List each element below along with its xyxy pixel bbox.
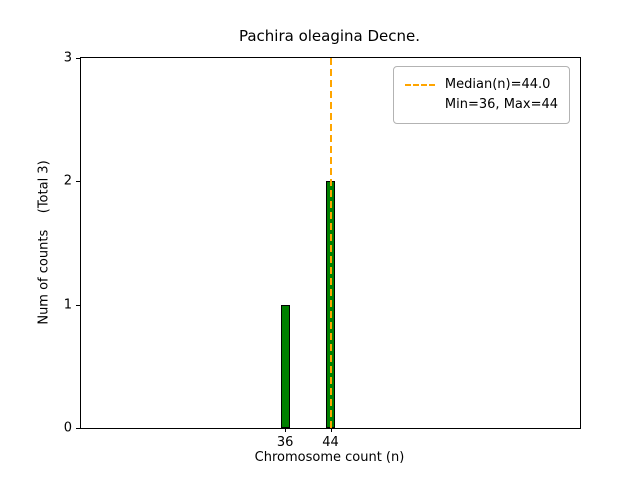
- y-tick-label: 0: [63, 420, 72, 436]
- y-tick-label: 3: [63, 50, 72, 66]
- y-tick-mark: [76, 428, 80, 429]
- x-tick-mark: [330, 428, 332, 432]
- x-axis-label: Chromosome count (n): [254, 450, 405, 465]
- x-tick-mark: [285, 428, 287, 432]
- median-line: [329, 58, 332, 428]
- y-tick-mark: [76, 58, 80, 59]
- y-tick-label: 1: [63, 297, 72, 313]
- x-tick-label: 36: [276, 435, 294, 450]
- legend-row-median: Median(n)=44.0: [404, 75, 558, 95]
- legend-label-minmax: Min=36, Max=44: [444, 97, 558, 112]
- chart-title: Pachira oleagina Decne.: [238, 27, 421, 45]
- y-axis-label: Num of counts (Total 3): [36, 160, 52, 325]
- plot-area: Median(n)=44.0 Min=36, Max=44 0 1 2 3 36 44: [64, 51, 581, 450]
- legend-row-minmax: Min=36, Max=44: [405, 95, 558, 115]
- x-tick-label: 44: [322, 435, 339, 450]
- bar-n36: [280, 304, 290, 428]
- median-line-sample-icon: [404, 84, 435, 86]
- legend-empty-sample: [405, 104, 435, 106]
- y-tick-mark: [76, 304, 80, 306]
- legend: Median(n)=44.0 Min=36, Max=44: [392, 66, 570, 124]
- legend-label-median: Median(n)=44.0: [444, 77, 551, 92]
- y-tick-label: 2: [63, 173, 72, 189]
- y-tick-mark: [76, 181, 80, 183]
